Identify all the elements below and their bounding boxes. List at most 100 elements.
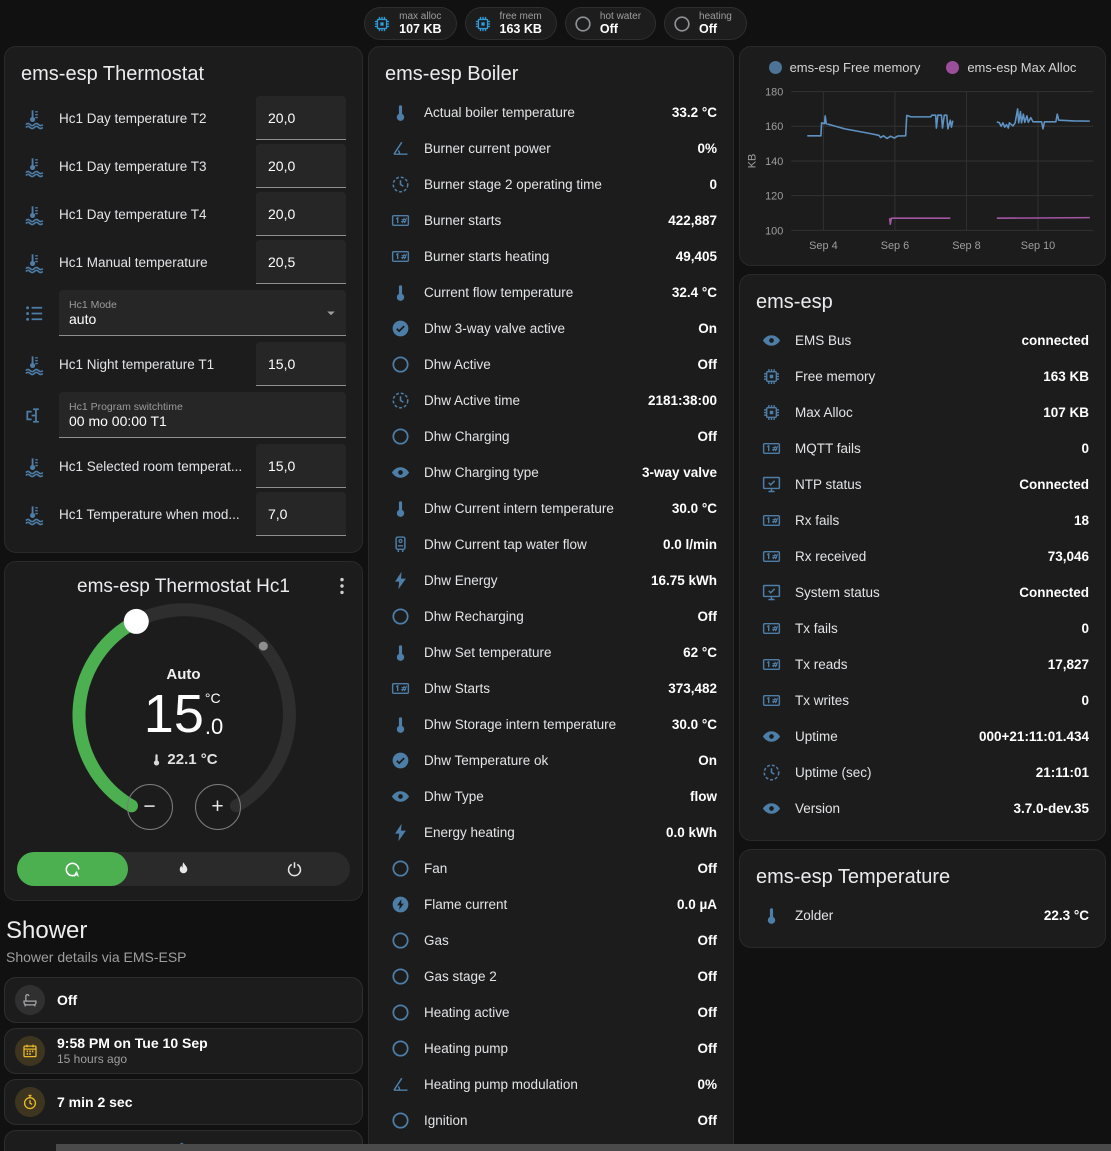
legend-item[interactable]: ems-esp Free memory [768,60,920,75]
entity-row[interactable]: Free memory 163 KB [756,358,1089,394]
entity-value: 0.0 µA [676,896,717,912]
history-chart-card[interactable]: ems-esp Free memory ems-esp Max Alloc 100… [739,46,1106,266]
device-card-title: ems-esp [756,291,833,313]
entity-label: Rx received [795,548,867,564]
badge-heating[interactable]: heating Off [664,7,747,40]
entity-row[interactable]: Actual boiler temperature 33.2 °C [385,94,717,130]
entity-value: 3.7.0-dev.35 [1013,800,1089,816]
entity-row[interactable]: Energy heating 0.0 kWh [385,814,717,850]
thermostat-dial[interactable]: Auto 15 °C .0 22.1 °C [69,600,299,830]
entity-row[interactable]: Dhw Current intern temperature 30.0 °C [385,490,717,526]
entity-row[interactable]: Flame current 0.0 µA [385,886,717,922]
thermometer-icon [390,714,411,735]
entity-row[interactable]: Zolder 22.3 °C [756,897,1089,933]
hvac-mode-flame-button[interactable] [128,852,239,886]
entity-row[interactable]: Tx fails 0 [756,610,1089,646]
entity-row[interactable]: Dhw Type flow [385,778,717,814]
entity-row[interactable]: Uptime 000+21:11:01.434 [756,718,1089,754]
angle-icon [390,1074,411,1095]
increase-temp-button[interactable]: + [194,784,241,830]
entity-row[interactable]: Heating pump Off [385,1030,717,1066]
entity-row[interactable]: Heating active Off [385,994,717,1030]
entity-row[interactable]: Dhw 3-way valve active On [385,310,717,346]
entity-row[interactable]: Uptime (sec) 21:11:01 [756,754,1089,790]
entity-row[interactable]: Rx fails 18 [756,502,1089,538]
number-input[interactable]: 20,0 [256,192,346,236]
entity-label: Ignition [424,1112,468,1128]
memory-history-chart: 100 120 140 160 180 Sep 4 Sep 6 Sep 8 Sep 10 KB [747,87,1094,252]
entity-value: 0.0 l/min [662,536,717,552]
shower-item[interactable]: 9:58 PM on Tue 10 Sep 15 hours ago [4,1028,363,1074]
entity-row[interactable]: Dhw Set temperature 62 °C [385,634,717,670]
entity-row[interactable]: Tx reads 17,827 [756,646,1089,682]
entity-row[interactable]: Dhw Active time 2181:38:00 [385,382,717,418]
entity-row[interactable]: Burner starts 422,887 [385,202,717,238]
number-input[interactable]: 15,0 [256,444,346,488]
counter-icon [761,510,782,531]
entity-label: Rx fails [795,512,840,528]
hvac-mode-power-button[interactable] [239,852,350,886]
entity-row[interactable]: Gas Off [385,922,717,958]
entity-row[interactable]: MQTT fails 0 [756,430,1089,466]
entity-label: NTP status [795,476,862,492]
entity-row[interactable]: Fan Off [385,850,717,886]
entity-row[interactable]: Current flow temperature 32.4 °C [385,274,717,310]
decrease-temp-button[interactable]: − [126,784,173,830]
entity-label: Burner starts [424,212,502,228]
legend-item[interactable]: ems-esp Max Alloc [946,60,1076,75]
entity-row[interactable]: NTP status Connected [756,466,1089,502]
entity-label: MQTT fails [795,440,861,456]
number-input[interactable]: 20,5 [256,240,346,284]
shower-item[interactable]: 7 min 2 sec [4,1079,363,1125]
number-input[interactable]: 20,0 [256,96,346,140]
entity-row[interactable]: Dhw Current tap water flow 0.0 l/min [385,526,717,562]
control-row: Hc1 Mode auto [21,286,346,340]
entity-row[interactable]: Dhw Energy 16.75 kWh [385,562,717,598]
entity-row[interactable]: Version 3.7.0-dev.35 [756,790,1089,826]
text-input[interactable]: Hc1 Program switchtime 00 mo 00:00 T1 [59,392,346,438]
temperature-card-title: ems-esp Temperature [756,866,951,888]
entity-row[interactable]: Dhw Recharging Off [385,598,717,634]
badge-value: 107 KB [399,22,442,37]
badge-label: heating [699,10,732,22]
entity-row[interactable]: Burner current power 0% [385,130,717,166]
mode-select[interactable]: Hc1 Mode auto [59,290,346,336]
entity-value: 18 [1073,512,1089,528]
entity-row[interactable]: Heating pump modulation 0% [385,1066,717,1102]
entity-row[interactable]: Dhw Charging type 3-way valve [385,454,717,490]
entity-row[interactable]: Dhw Active Off [385,346,717,382]
counter-icon [390,246,411,267]
chip-icon [761,402,782,423]
number-input[interactable]: 7,0 [256,492,346,536]
control-label: Hc1 Temperature when mod... [59,506,240,522]
kebab-menu-icon[interactable] [330,574,354,598]
eye-icon [761,726,782,747]
eye-icon [390,462,411,483]
entity-row[interactable]: Dhw Starts 373,482 [385,670,717,706]
entity-row[interactable]: Max Alloc 107 KB [756,394,1089,430]
entity-row[interactable]: System status Connected [756,574,1089,610]
entity-row[interactable]: Burner stage 2 operating time 0 [385,166,717,202]
entity-row[interactable]: EMS Bus connected [756,322,1089,358]
badge-max-alloc[interactable]: max alloc 107 KB [364,7,457,40]
shower-item[interactable]: Off [4,977,363,1023]
badge-hot-water[interactable]: hot water Off [564,7,657,40]
entity-row[interactable]: Dhw Temperature ok On [385,742,717,778]
badge-free-mem[interactable]: free mem 163 KB [464,7,557,40]
entity-label: Fan [424,860,448,876]
entity-row[interactable]: Gas stage 2 Off [385,958,717,994]
horizontal-scrollbar[interactable] [56,1144,1111,1151]
entity-row[interactable]: Burner starts heating 49,405 [385,238,717,274]
number-input[interactable]: 15,0 [256,342,346,386]
entity-row[interactable]: Rx received 73,046 [756,538,1089,574]
eye-icon [390,786,411,807]
entity-label: Dhw Current tap water flow [424,536,587,552]
thermometer-water-icon [23,155,46,178]
boiler-card-title: ems-esp Boiler [385,63,519,85]
entity-row[interactable]: Dhw Storage intern temperature 30.0 °C [385,706,717,742]
entity-row[interactable]: Tx writes 0 [756,682,1089,718]
entity-row[interactable]: Ignition Off [385,1102,717,1138]
number-input[interactable]: 20,0 [256,144,346,188]
entity-row[interactable]: Dhw Charging Off [385,418,717,454]
hvac-mode-auto-mode-button[interactable]: A [17,852,128,886]
